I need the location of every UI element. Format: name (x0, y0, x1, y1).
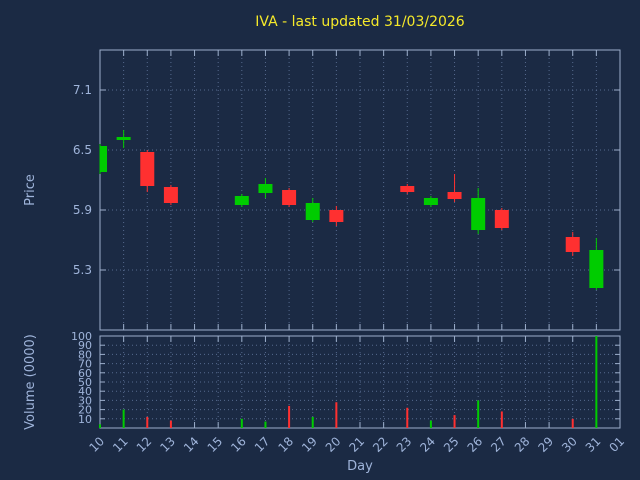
svg-text:Price: Price (23, 174, 38, 206)
svg-text:5.9: 5.9 (73, 203, 92, 217)
svg-text:90: 90 (78, 339, 92, 352)
svg-text:13: 13 (157, 434, 178, 455)
svg-text:31: 31 (583, 434, 604, 455)
svg-text:23: 23 (394, 434, 415, 455)
chart-title: IVA - last updated 31/03/2026 (255, 14, 465, 30)
svg-text:60: 60 (78, 367, 92, 380)
svg-text:16: 16 (228, 434, 249, 455)
svg-text:Volume (0000): Volume (0000) (23, 334, 38, 430)
svg-text:15: 15 (205, 434, 226, 455)
svg-text:6.5: 6.5 (73, 143, 92, 157)
svg-text:17: 17 (252, 434, 273, 455)
svg-text:12: 12 (134, 434, 155, 455)
svg-text:100: 100 (71, 330, 92, 343)
svg-text:20: 20 (323, 434, 344, 455)
svg-text:10: 10 (86, 434, 107, 455)
svg-text:26: 26 (465, 434, 486, 455)
svg-text:29: 29 (536, 434, 557, 455)
svg-text:11: 11 (110, 434, 131, 455)
svg-text:14: 14 (181, 434, 202, 455)
svg-text:01: 01 (606, 434, 627, 455)
svg-text:50: 50 (78, 376, 92, 389)
svg-text:25: 25 (441, 434, 462, 455)
svg-text:22: 22 (370, 434, 391, 455)
svg-text:28: 28 (512, 434, 533, 455)
svg-text:40: 40 (78, 385, 92, 398)
svg-text:30: 30 (78, 394, 92, 407)
svg-text:Day: Day (347, 459, 373, 474)
svg-text:30: 30 (559, 434, 580, 455)
svg-text:80: 80 (78, 348, 92, 361)
svg-text:21: 21 (346, 434, 367, 455)
svg-text:19: 19 (299, 434, 320, 455)
svg-text:10: 10 (78, 413, 92, 426)
svg-text:20: 20 (78, 404, 92, 417)
svg-text:27: 27 (488, 434, 509, 455)
svg-text:18: 18 (276, 434, 297, 455)
svg-text:7.1: 7.1 (73, 83, 92, 97)
svg-text:70: 70 (78, 358, 92, 371)
svg-text:5.3: 5.3 (73, 263, 92, 277)
svg-text:24: 24 (417, 434, 438, 455)
